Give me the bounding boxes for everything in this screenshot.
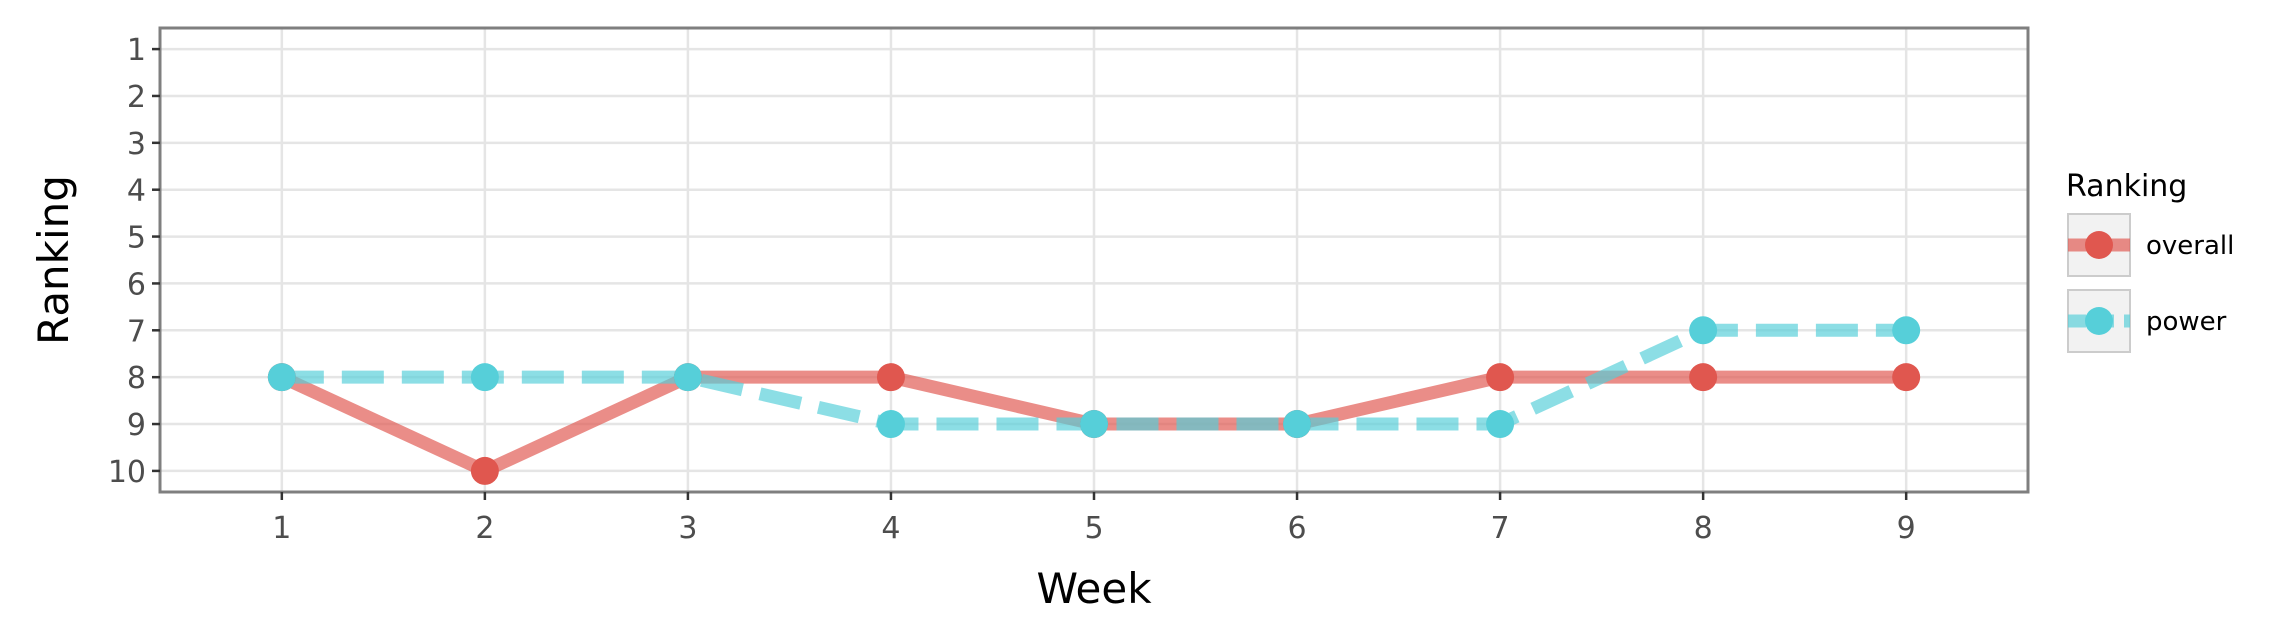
y-tick-label: 6 <box>127 267 146 302</box>
data-point-power <box>673 363 702 392</box>
y-tick-label: 9 <box>127 408 146 443</box>
y-tick-label: 4 <box>127 174 146 209</box>
legend-label: power <box>2146 307 2227 337</box>
data-point-overall <box>470 456 499 485</box>
data-point-power <box>267 363 296 392</box>
data-point-power <box>1892 316 1921 345</box>
x-tick-label: 5 <box>1084 511 1103 546</box>
x-tick-label: 6 <box>1287 511 1306 546</box>
legend-item-overall: overall <box>2067 213 2234 277</box>
x-axis-ticks: 1 2 3 4 5 6 7 8 9 <box>272 492 1916 546</box>
y-tick-label: 10 <box>108 455 146 490</box>
legend-item-power: power <box>2067 289 2227 353</box>
x-tick-label: 4 <box>881 511 900 546</box>
legend-title: Ranking <box>2066 169 2187 204</box>
x-tick-label: 3 <box>678 511 697 546</box>
data-point-power <box>470 363 499 392</box>
x-tick-label: 2 <box>475 511 494 546</box>
data-point-overall <box>1689 363 1718 392</box>
y-tick-label: 7 <box>127 314 146 349</box>
legend-key-point <box>2085 307 2113 335</box>
legend-label: overall <box>2146 231 2234 261</box>
data-point-overall <box>1892 363 1921 392</box>
data-point-power <box>876 410 905 439</box>
y-tick-label: 2 <box>127 80 146 115</box>
legend-key-point <box>2085 231 2113 259</box>
x-tick-label: 8 <box>1694 511 1713 546</box>
data-point-power <box>1283 410 1312 439</box>
y-tick-label: 8 <box>127 361 146 396</box>
y-tick-label: 1 <box>127 33 146 68</box>
y-tick-label: 3 <box>127 127 146 162</box>
data-point-power <box>1486 410 1515 439</box>
data-point-overall <box>1486 363 1515 392</box>
legend: Ranking overall power <box>2066 169 2234 353</box>
x-axis-title: Week <box>1036 564 1152 613</box>
y-axis-title: Ranking <box>29 175 78 345</box>
x-tick-label: 9 <box>1897 511 1916 546</box>
series-points <box>267 316 1921 485</box>
y-axis-ticks: 1 2 3 4 5 6 7 8 9 10 <box>108 33 160 490</box>
data-point-power <box>1689 316 1718 345</box>
data-point-power <box>1080 410 1108 439</box>
y-tick-label: 5 <box>127 221 146 256</box>
x-tick-label: 7 <box>1491 511 1510 546</box>
x-tick-label: 1 <box>272 511 291 546</box>
data-point-overall <box>876 363 905 392</box>
legend-items: overall power <box>2067 213 2234 353</box>
